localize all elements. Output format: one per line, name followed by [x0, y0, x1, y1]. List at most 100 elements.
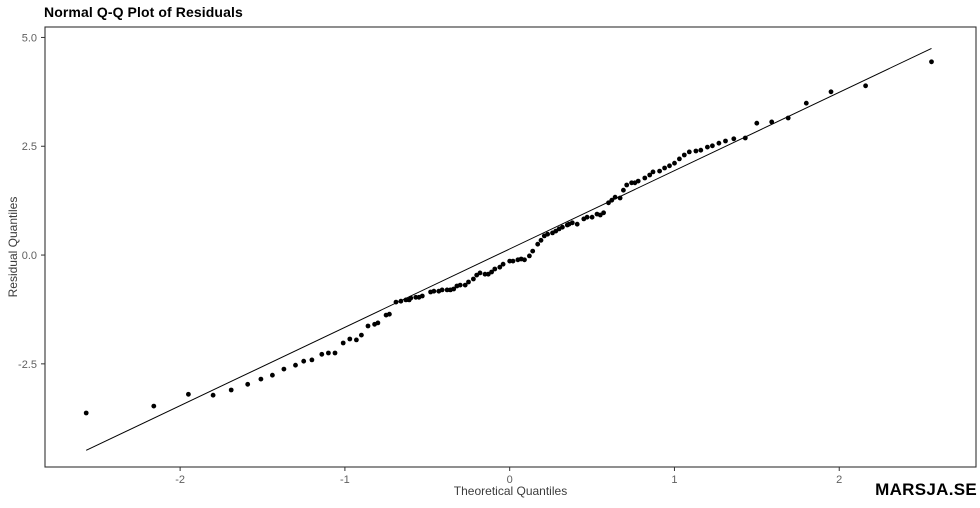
data-point — [650, 169, 656, 175]
data-point — [510, 258, 516, 264]
data-point — [723, 138, 728, 144]
data-point — [560, 224, 565, 230]
data-point — [293, 362, 298, 368]
data-point — [672, 160, 677, 166]
data-point — [393, 299, 399, 305]
data-point — [710, 143, 715, 149]
data-point — [186, 391, 191, 397]
data-point — [347, 336, 353, 342]
data-point — [863, 83, 868, 89]
data-point — [574, 221, 580, 227]
data-point — [387, 311, 392, 317]
data-point — [530, 248, 536, 254]
y-tick-label: 2.5 — [22, 141, 37, 153]
x-axis: -2 -1 0 1 2 — [175, 467, 842, 486]
data-point — [698, 147, 704, 153]
data-point — [457, 282, 463, 288]
y-axis: -2.5 0.0 2.5 5.0 — [18, 32, 45, 371]
data-point — [245, 381, 251, 387]
data-point — [569, 220, 575, 226]
x-axis-title: Theoretical Quantiles — [453, 484, 568, 498]
data-point — [365, 323, 371, 329]
data-point — [462, 282, 468, 288]
x-tick-label: -2 — [175, 474, 185, 486]
chart-title: Normal Q-Q Plot of Residuals — [44, 4, 243, 20]
data-point — [686, 149, 692, 155]
data-point — [151, 403, 157, 409]
data-point — [332, 350, 338, 356]
data-point — [403, 297, 409, 303]
data-point — [667, 163, 672, 169]
data-point — [507, 258, 513, 264]
data-point — [451, 286, 457, 292]
data-point — [785, 115, 791, 121]
data-point — [500, 261, 506, 267]
data-point — [444, 287, 450, 293]
data-point — [301, 358, 307, 364]
data-point — [642, 175, 648, 181]
data-point — [228, 387, 234, 393]
data-point — [210, 392, 216, 398]
data-point — [527, 253, 532, 259]
data-point — [828, 89, 834, 95]
data-point — [83, 410, 89, 416]
x-tick-label: 1 — [671, 474, 677, 486]
data-point — [929, 59, 934, 65]
data-point — [621, 187, 626, 193]
data-point — [482, 271, 488, 277]
data-point — [466, 279, 471, 285]
data-point — [769, 119, 775, 125]
data-point — [281, 366, 287, 372]
data-point — [535, 241, 541, 247]
data-points — [83, 59, 934, 416]
y-tick-label: -2.5 — [18, 359, 37, 371]
data-point — [431, 288, 437, 294]
data-point — [375, 320, 381, 326]
qq-reference-line — [85, 47, 932, 451]
data-point — [492, 266, 498, 272]
data-point — [326, 350, 331, 356]
data-point — [489, 269, 494, 275]
data-point — [319, 351, 325, 357]
data-point — [545, 231, 550, 237]
data-point — [705, 144, 710, 150]
y-tick-label: 5.0 — [22, 32, 37, 44]
data-point — [309, 357, 315, 363]
data-point — [584, 214, 590, 220]
data-point — [677, 156, 682, 162]
data-point — [731, 136, 737, 142]
data-point — [624, 182, 630, 188]
watermark-marsja: MARSJA.SE — [875, 480, 977, 499]
data-point — [681, 152, 687, 158]
data-point — [589, 214, 595, 220]
data-point — [340, 340, 346, 346]
data-point — [617, 195, 623, 201]
data-point — [522, 257, 527, 263]
data-point — [635, 178, 641, 184]
data-point — [606, 200, 611, 206]
data-point — [601, 210, 606, 216]
panel-border — [44, 26, 977, 468]
data-point — [359, 332, 364, 338]
data-point — [477, 270, 483, 276]
y-tick-label: 0.0 — [22, 250, 37, 262]
x-tick-label: 0 — [507, 474, 513, 486]
data-point — [258, 376, 264, 382]
data-point — [657, 168, 662, 174]
data-point — [439, 287, 445, 293]
data-point — [497, 264, 503, 270]
data-point — [612, 194, 618, 200]
data-point — [398, 298, 404, 304]
data-point — [803, 100, 809, 106]
data-point — [716, 140, 722, 146]
data-point — [471, 276, 476, 282]
x-tick-label: -1 — [340, 474, 350, 486]
data-point — [647, 172, 653, 178]
data-point — [538, 237, 544, 243]
data-point — [629, 180, 634, 186]
data-point — [693, 148, 699, 154]
data-point — [609, 197, 615, 203]
data-point — [662, 165, 667, 171]
